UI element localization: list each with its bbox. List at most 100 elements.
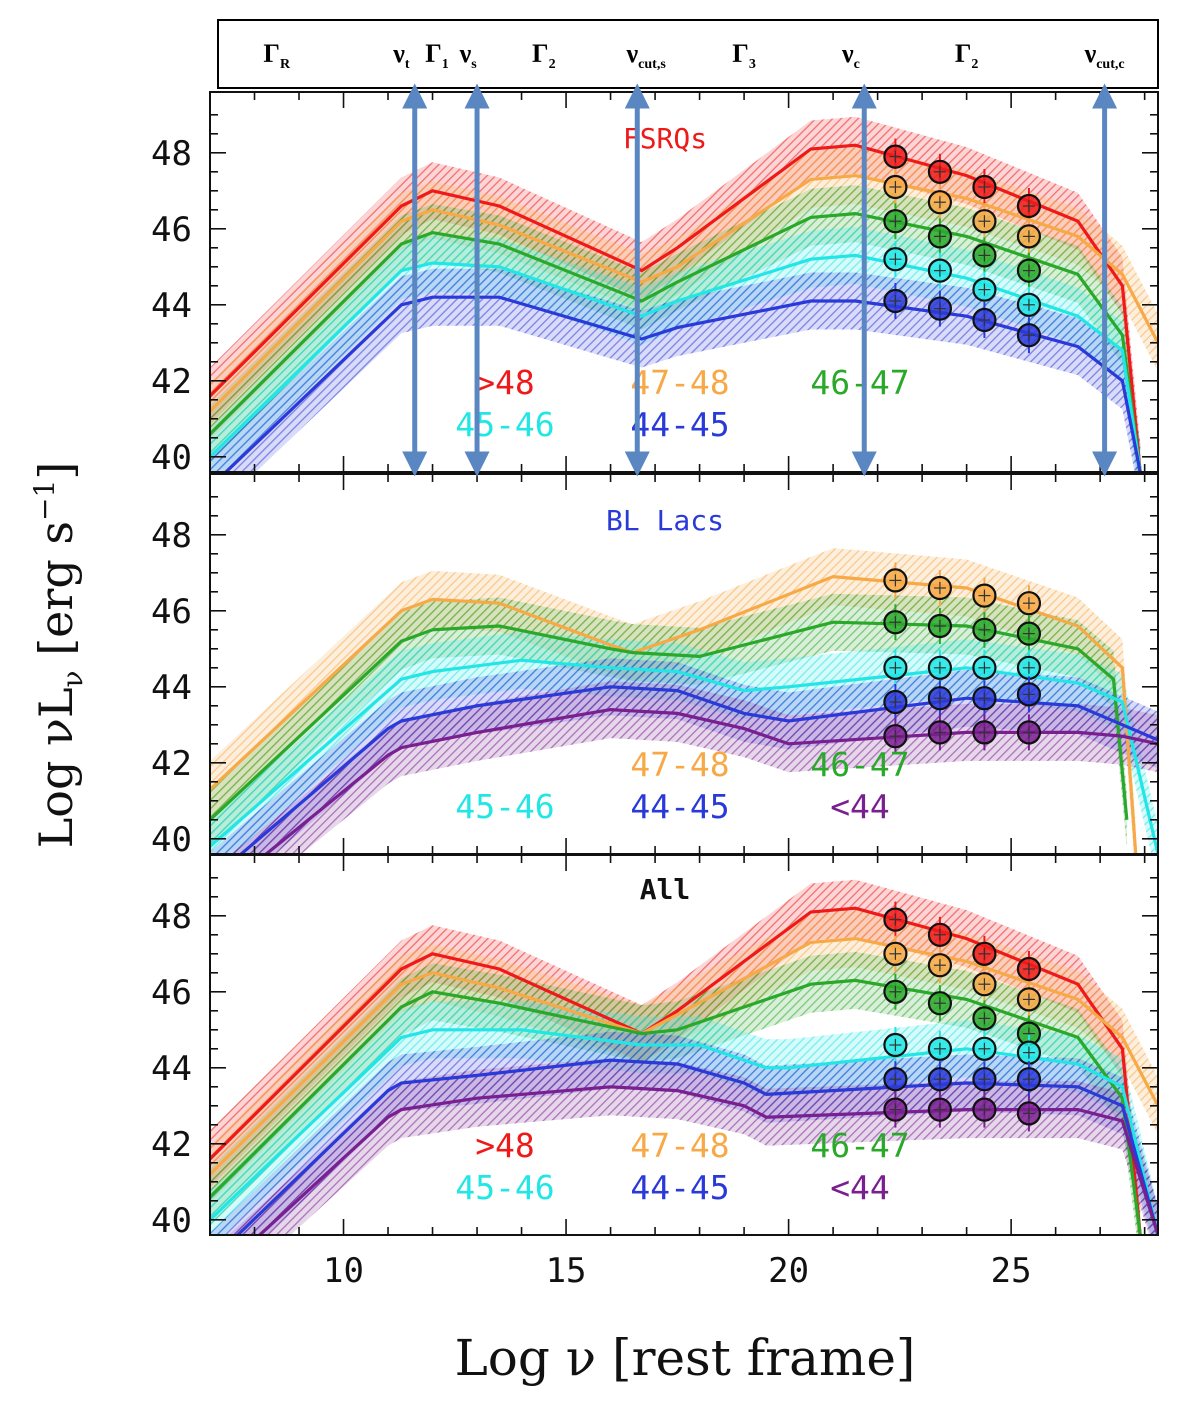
data-point-44-45-2 xyxy=(972,1061,997,1098)
series-line-46-47 xyxy=(210,978,1142,1235)
data-point->48-2 xyxy=(972,169,997,205)
param-label-0: ΓR xyxy=(263,39,291,72)
data-point->48-0 xyxy=(883,138,908,175)
series-line-45-46 xyxy=(210,1028,1158,1235)
y-tick-label: 46 xyxy=(151,592,192,632)
legend-item-47-48: 47-48 xyxy=(630,363,729,402)
series-line->48 xyxy=(210,143,1142,472)
data-point->48-1 xyxy=(927,916,953,953)
series-line-47-48 xyxy=(210,173,1158,413)
legend-item-44-45: 44-45 xyxy=(630,1168,729,1207)
y-tick-label: 46 xyxy=(151,973,192,1013)
param-label-8: Γ2 xyxy=(955,39,979,72)
data-point-45-46-3 xyxy=(1016,286,1042,323)
series-line->48 xyxy=(210,906,1142,1235)
y-axis-label: Log νLν [erg s−1] xyxy=(28,462,89,849)
data-point-<44-3 xyxy=(1016,1095,1042,1132)
data-point-46-47-0 xyxy=(883,604,908,641)
legend-item-45-46: 45-46 xyxy=(455,1168,554,1207)
legend-item-<44: <44 xyxy=(830,787,890,826)
data-point-45-46-0 xyxy=(883,649,908,686)
data-point-44-45-1 xyxy=(927,1061,953,1098)
param-label-6: Γ3 xyxy=(732,39,756,72)
data-point-46-47-3 xyxy=(1016,252,1042,289)
data-point-46-47-2 xyxy=(972,611,997,648)
data-point-46-47-2 xyxy=(972,1000,997,1037)
parameter-header-box xyxy=(217,19,1159,89)
x-tick-label: 20 xyxy=(768,1251,809,1291)
data-point->48-2 xyxy=(972,935,997,972)
band-<44 xyxy=(231,681,1158,854)
data-point-<44-0 xyxy=(883,1091,908,1128)
series-line-46-47 xyxy=(210,211,1142,472)
data-point-45-46-2 xyxy=(972,271,997,308)
data-point->48-3 xyxy=(1016,188,1042,224)
data-point-46-47-1 xyxy=(927,218,953,255)
data-point-<44-2 xyxy=(972,714,997,751)
series-line-<44 xyxy=(257,1085,1158,1235)
parameter-header: ΓR νt Γ1 νs Γ2 νcut,s Γ3 νc Γ2 νcut,c xyxy=(217,19,1159,89)
y-tick-label: 42 xyxy=(151,1125,192,1165)
legend-item-45-46: 45-46 xyxy=(455,787,554,826)
data-point-44-45-3 xyxy=(1016,676,1042,713)
data-point-44-45-0 xyxy=(883,684,908,720)
x-tick-labels: 10 15 20 25 xyxy=(323,1251,1032,1291)
x-tick-label: 25 xyxy=(991,1251,1032,1291)
x-tick-label: 10 xyxy=(323,1251,364,1291)
data-point-45-46-2 xyxy=(972,649,997,686)
series-line-<44 xyxy=(263,707,1158,854)
break-frequency-arrows xyxy=(402,83,1118,477)
data-point-<44-2 xyxy=(972,1091,997,1128)
legend-item-47-48: 47-48 xyxy=(630,745,729,784)
series-line-45-46 xyxy=(210,658,1158,854)
param-label-1: νt xyxy=(392,39,410,72)
data-point-47-48-3 xyxy=(1016,981,1042,1018)
y-tick-label: 48 xyxy=(151,897,192,937)
series-line-44-45 xyxy=(223,295,1142,472)
series-line-44-45 xyxy=(238,685,1158,854)
data-point-47-48-2 xyxy=(972,577,997,614)
data-point->48-0 xyxy=(883,901,908,938)
ticks xyxy=(209,855,1158,1235)
data-point-47-48-0 xyxy=(883,935,908,972)
y-tick-label: 40 xyxy=(151,438,192,478)
legend-item-47-48: 47-48 xyxy=(630,1126,729,1165)
data-point-44-45-3 xyxy=(1016,1061,1042,1098)
x-tick-label: 15 xyxy=(546,1251,587,1291)
data-point-46-47-0 xyxy=(883,203,908,240)
data-point-45-46-2 xyxy=(972,1030,997,1067)
y-tick-label: 46 xyxy=(151,210,192,250)
param-label-2: Γ1 xyxy=(425,39,449,72)
param-label-5: νcut,s xyxy=(626,39,667,72)
data-point-44-45-0 xyxy=(883,283,908,319)
band-<44 xyxy=(228,1058,1158,1235)
data-point-47-48-1 xyxy=(927,947,953,984)
data-point-<44-1 xyxy=(927,1091,953,1128)
data-point-44-45-1 xyxy=(927,680,953,717)
legend-item-45-46: 45-46 xyxy=(455,405,554,444)
panel-frame xyxy=(209,91,1159,473)
x-axis-label: Log ν [rest frame] xyxy=(455,1329,916,1387)
legend-item->48: >48 xyxy=(475,363,535,402)
data-point-45-46-1 xyxy=(927,252,953,289)
data-point-47-48-0 xyxy=(883,169,908,205)
data-point-46-47-3 xyxy=(1016,615,1042,652)
data-point-47-48-3 xyxy=(1016,218,1042,255)
data-point->48-1 xyxy=(927,153,953,190)
y-tick-label: 42 xyxy=(151,362,192,402)
data-point-44-45-3 xyxy=(1016,317,1042,354)
data-point-44-45-0 xyxy=(883,1061,908,1098)
data-point-47-48-1 xyxy=(927,570,953,606)
data-point-47-48-1 xyxy=(927,184,953,221)
data-point-44-45-1 xyxy=(927,290,953,327)
series-line-47-48 xyxy=(210,936,1158,1176)
data-point-46-47-0 xyxy=(883,973,908,1010)
data-point-45-46-1 xyxy=(927,649,953,686)
data-point-45-46-0 xyxy=(883,241,908,278)
data-point-45-46-0 xyxy=(883,1027,908,1063)
y-tick-label: 44 xyxy=(151,668,192,708)
legend-item-44-45: 44-45 xyxy=(630,787,729,826)
